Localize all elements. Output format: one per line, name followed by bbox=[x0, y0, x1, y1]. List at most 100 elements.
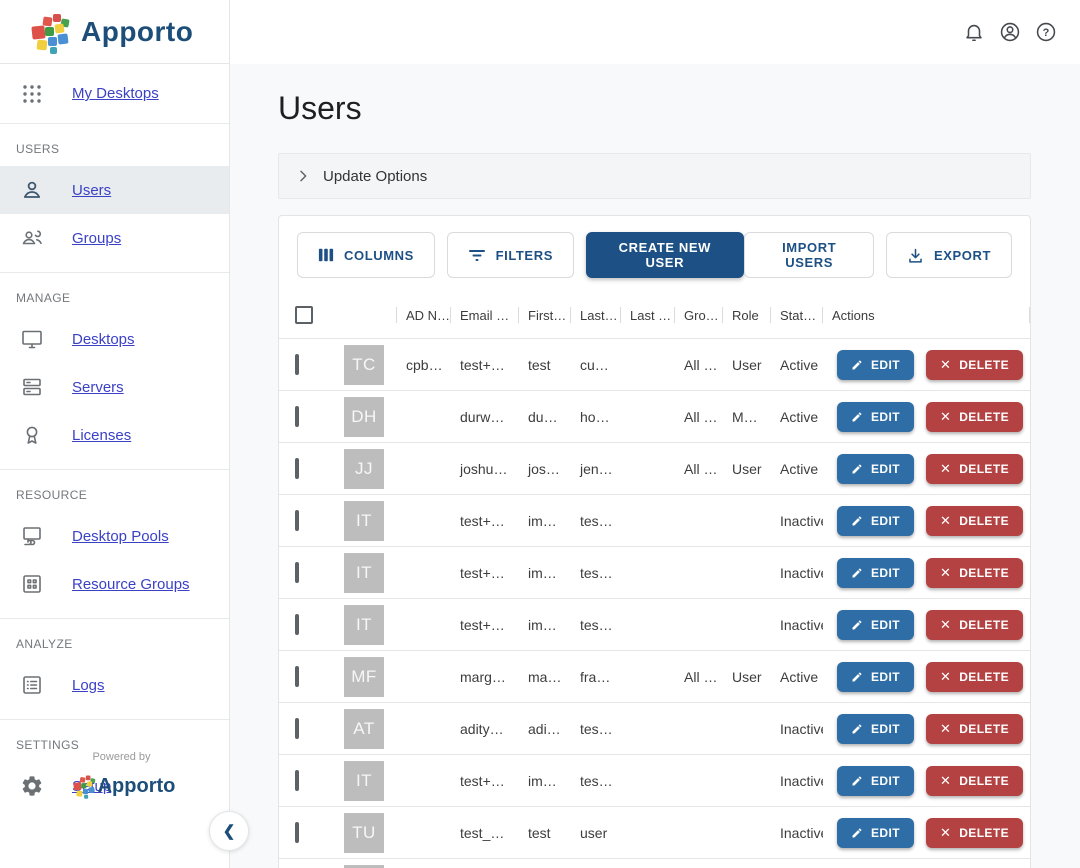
column-header-first[interactable]: First… bbox=[519, 292, 571, 338]
column-header-role[interactable]: Role bbox=[723, 292, 771, 338]
cell-first: jos… bbox=[519, 461, 571, 477]
sidebar-item-licenses[interactable]: Licenses bbox=[0, 411, 229, 459]
sidebar-collapse-button[interactable]: ❮ bbox=[209, 811, 249, 851]
column-header-last[interactable]: Last… bbox=[571, 292, 621, 338]
x-icon: ✕ bbox=[940, 669, 951, 685]
delete-button[interactable]: ✕DELETE bbox=[926, 454, 1023, 484]
cell-email: test+… bbox=[451, 773, 519, 789]
sidebar-item-logs[interactable]: Logs bbox=[0, 661, 229, 709]
x-icon: ✕ bbox=[940, 409, 951, 425]
download-icon bbox=[907, 247, 924, 264]
row-checkbox[interactable] bbox=[295, 822, 299, 843]
pencil-icon bbox=[851, 827, 863, 839]
edit-button[interactable]: EDIT bbox=[837, 714, 914, 744]
sidebar-item-desktops[interactable]: Desktops bbox=[0, 315, 229, 363]
sidebar-item-label[interactable]: Logs bbox=[72, 677, 105, 694]
sidebar-item-servers[interactable]: Servers bbox=[0, 363, 229, 411]
page-title: Users bbox=[278, 90, 1031, 127]
pencil-icon bbox=[851, 775, 863, 787]
x-icon: ✕ bbox=[940, 565, 951, 581]
row-checkbox[interactable] bbox=[295, 458, 299, 479]
section-label: ANALYZE bbox=[0, 625, 229, 661]
delete-button[interactable]: ✕DELETE bbox=[926, 610, 1023, 640]
edit-button[interactable]: EDIT bbox=[837, 402, 914, 432]
create-new-user-button[interactable]: CREATE NEW USER bbox=[586, 232, 744, 278]
cell-role: User bbox=[723, 669, 771, 685]
export-button[interactable]: EXPORT bbox=[886, 232, 1012, 278]
edit-button[interactable]: EDIT bbox=[837, 610, 914, 640]
sidebar-item-label[interactable]: Licenses bbox=[72, 427, 131, 444]
update-options-accordion[interactable]: Update Options bbox=[278, 153, 1031, 199]
table-body: TCcpb…test+…testcu…All …UserActiveEDIT✕D… bbox=[279, 338, 1030, 868]
table-row: JJjoshu…jos…jen…All …UserActiveEDIT✕DELE… bbox=[279, 442, 1030, 494]
delete-button[interactable]: ✕DELETE bbox=[926, 818, 1023, 848]
avatar: DH bbox=[344, 397, 384, 437]
row-checkbox[interactable] bbox=[295, 614, 299, 635]
cell-ad_name: cpb… bbox=[397, 357, 451, 373]
account-icon bbox=[999, 21, 1021, 43]
app-window: Apporto My Desktops USERSUsersGroupsMANA… bbox=[0, 0, 1080, 868]
x-icon: ✕ bbox=[940, 513, 951, 529]
delete-button[interactable]: ✕DELETE bbox=[926, 766, 1023, 796]
bell-icon bbox=[963, 21, 985, 43]
sidebar-item-label[interactable]: Users bbox=[72, 182, 111, 199]
delete-button[interactable]: ✕DELETE bbox=[926, 402, 1023, 432]
sidebar-item-resource-groups[interactable]: Resource Groups bbox=[0, 560, 229, 608]
sidebar-item-users[interactable]: Users bbox=[0, 166, 229, 214]
edit-button[interactable]: EDIT bbox=[837, 818, 914, 848]
select-all-checkbox[interactable] bbox=[295, 306, 313, 324]
sidebar-item-desktop-pools[interactable]: Desktop Pools bbox=[0, 512, 229, 560]
filters-button[interactable]: FILTERS bbox=[447, 232, 574, 278]
edit-button[interactable]: EDIT bbox=[837, 558, 914, 588]
column-header-gro[interactable]: Gro… bbox=[675, 292, 723, 338]
edit-button[interactable]: EDIT bbox=[837, 454, 914, 484]
edit-button[interactable]: EDIT bbox=[837, 506, 914, 536]
columns-button[interactable]: COLUMNS bbox=[297, 232, 435, 278]
row-checkbox[interactable] bbox=[295, 770, 299, 791]
column-header-actions[interactable]: Actions bbox=[823, 292, 1030, 338]
sidebar-item-label[interactable]: Desktop Pools bbox=[72, 528, 169, 545]
row-checkbox[interactable] bbox=[295, 354, 299, 375]
edit-button[interactable]: EDIT bbox=[837, 350, 914, 380]
account-button[interactable] bbox=[996, 18, 1024, 46]
edit-button[interactable]: EDIT bbox=[837, 766, 914, 796]
row-checkbox[interactable] bbox=[295, 562, 299, 583]
notifications-button[interactable] bbox=[960, 18, 988, 46]
delete-button[interactable]: ✕DELETE bbox=[926, 506, 1023, 536]
edit-button[interactable]: EDIT bbox=[837, 662, 914, 692]
x-icon: ✕ bbox=[940, 617, 951, 633]
sidebar-item-label[interactable]: My Desktops bbox=[72, 85, 159, 102]
delete-button[interactable]: ✕DELETE bbox=[926, 350, 1023, 380]
row-checkbox[interactable] bbox=[295, 510, 299, 531]
column-header-email[interactable]: Email … bbox=[451, 292, 519, 338]
sidebar-section-manage: MANAGEDesktopsServersLicenses bbox=[0, 273, 229, 470]
cell-last: tes… bbox=[571, 513, 621, 529]
sidebar-item-groups[interactable]: Groups bbox=[0, 214, 229, 262]
delete-button[interactable]: ✕DELETE bbox=[926, 714, 1023, 744]
row-checkbox[interactable] bbox=[295, 406, 299, 427]
column-header-stat[interactable]: Stat… bbox=[771, 292, 823, 338]
row-checkbox[interactable] bbox=[295, 666, 299, 687]
cell-actions: EDIT ✕DELETE bbox=[823, 402, 1030, 432]
import-users-button[interactable]: IMPORT USERS bbox=[744, 232, 874, 278]
column-header-adn[interactable]: AD N… bbox=[397, 292, 451, 338]
sidebar-item-label[interactable]: Resource Groups bbox=[72, 576, 190, 593]
cell-status: Inactive bbox=[771, 513, 823, 529]
sidebar-item-label[interactable]: Servers bbox=[72, 379, 124, 396]
row-checkbox[interactable] bbox=[295, 718, 299, 739]
delete-button[interactable]: ✕DELETE bbox=[926, 662, 1023, 692]
cell-status: Inactive bbox=[771, 617, 823, 633]
table-row: TUtest_…testuserInactiveEDIT✕DELETE bbox=[279, 806, 1030, 858]
sidebar-item-my-desktops[interactable]: My Desktops bbox=[0, 70, 229, 118]
cell-first: du… bbox=[519, 409, 571, 425]
cell-email: marg… bbox=[451, 669, 519, 685]
update-options-label: Update Options bbox=[323, 168, 427, 185]
table-row: ITtest+…im…tes…InactiveEDIT✕DELETE bbox=[279, 858, 1030, 868]
apporto-logo-icon bbox=[30, 10, 74, 54]
delete-button[interactable]: ✕DELETE bbox=[926, 558, 1023, 588]
sidebar-item-label[interactable]: Groups bbox=[72, 230, 121, 247]
help-button[interactable]: ? bbox=[1032, 18, 1060, 46]
column-header-last[interactable]: Last … bbox=[621, 292, 675, 338]
sidebar-item-label[interactable]: Desktops bbox=[72, 331, 135, 348]
avatar: TU bbox=[344, 813, 384, 853]
